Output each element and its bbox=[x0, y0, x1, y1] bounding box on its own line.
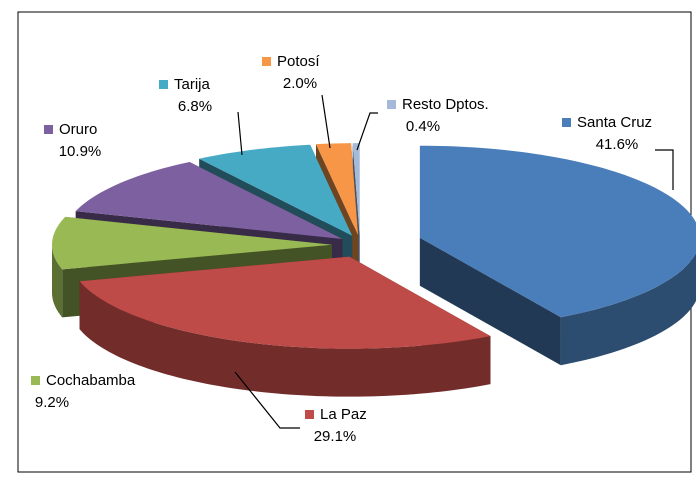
leader-line bbox=[655, 149, 674, 190]
slice-name: Tarija bbox=[174, 76, 211, 93]
legend-swatch bbox=[44, 125, 53, 134]
slice bbox=[79, 256, 491, 397]
slice-name: Resto Dptos. bbox=[402, 96, 489, 113]
leader-line bbox=[321, 94, 331, 149]
slice-top bbox=[419, 145, 696, 318]
slice-name: Cochabamba bbox=[46, 372, 136, 389]
legend-swatch bbox=[159, 80, 168, 89]
slice-name: La Paz bbox=[320, 406, 367, 423]
slice-value: 10.9% bbox=[59, 143, 102, 160]
leader-line bbox=[237, 111, 243, 156]
slice-value: 29.1% bbox=[314, 428, 357, 445]
slice-value: 41.6% bbox=[596, 136, 639, 153]
slice-value: 6.8% bbox=[178, 98, 212, 115]
legend-swatch bbox=[562, 118, 571, 127]
slice-name: Oruro bbox=[59, 121, 97, 138]
slice-top bbox=[352, 143, 360, 236]
slice-side bbox=[79, 281, 491, 397]
slice-value: 9.2% bbox=[35, 394, 69, 411]
slice-side bbox=[52, 244, 63, 318]
slice-side bbox=[560, 252, 696, 366]
leader-line bbox=[356, 112, 378, 151]
legend-swatch bbox=[31, 376, 40, 385]
slice-value: 0.4% bbox=[406, 118, 440, 135]
leader-line bbox=[234, 371, 300, 429]
legend-swatch bbox=[262, 57, 271, 66]
slice-name: Potosí bbox=[277, 53, 320, 70]
slice-top bbox=[75, 161, 343, 240]
slice-cut-face bbox=[419, 237, 561, 366]
slice-name: Santa Cruz bbox=[577, 114, 652, 131]
slice-top bbox=[52, 216, 333, 270]
slice-top bbox=[79, 256, 491, 349]
legend-swatch bbox=[305, 410, 314, 419]
slice-value: 2.0% bbox=[283, 75, 317, 92]
slice bbox=[419, 145, 696, 366]
slice-top bbox=[199, 144, 353, 236]
slice-top bbox=[316, 143, 359, 236]
legend-swatch bbox=[387, 100, 396, 109]
